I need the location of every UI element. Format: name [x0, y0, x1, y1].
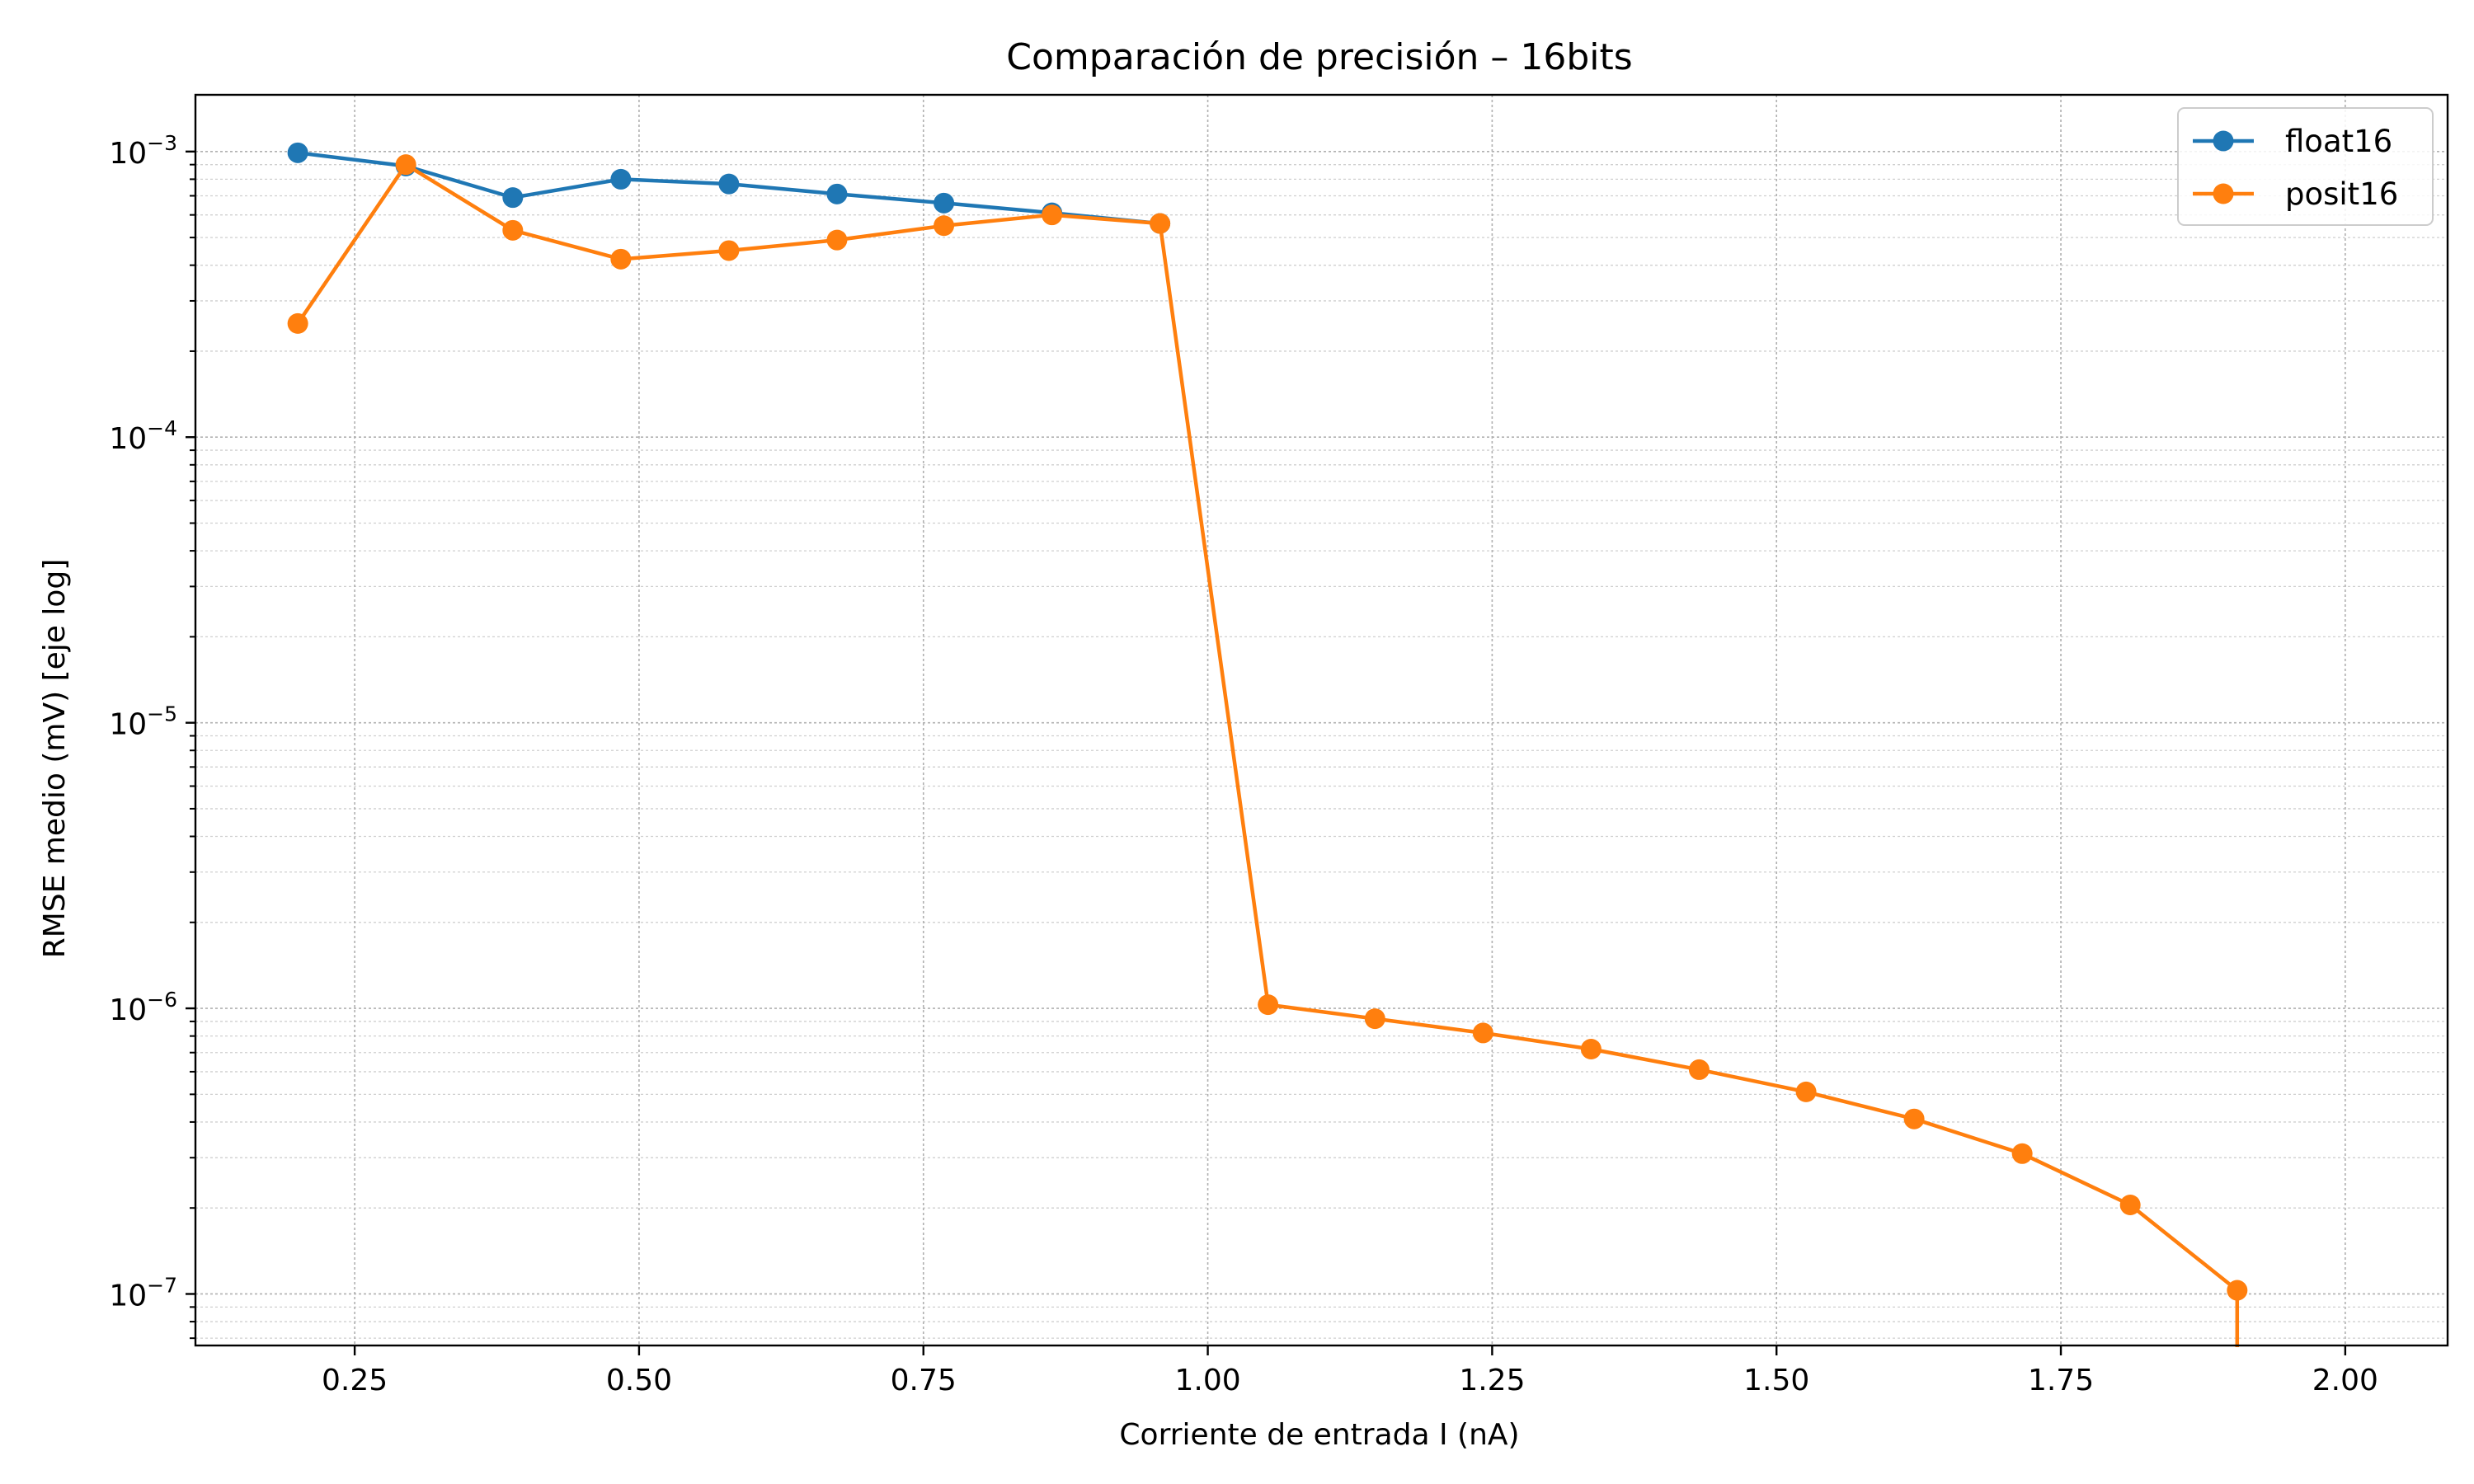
- data-point-posit16: [934, 215, 955, 237]
- y-axis: 10−3 10−4 10−5 10−6 10−7: [109, 131, 195, 1340]
- series-line-posit16: [296, 162, 2240, 1347]
- x-tick-label: 2.00: [2312, 1364, 2378, 1397]
- data-point-posit16: [502, 219, 524, 241]
- y-tick-label: 10−3: [109, 131, 177, 171]
- legend-label-posit16: posit16: [2285, 176, 2398, 212]
- y-tick-label: 10−5: [109, 702, 177, 742]
- x-axis: 0.25 0.50 0.75 1.00 1.25 1.50 1.75 2.00: [322, 1345, 2378, 1397]
- x-tick-label: 1.25: [1459, 1364, 1525, 1397]
- y-tick-label: 10−6: [109, 988, 177, 1027]
- data-point-posit16: [1472, 1022, 1493, 1044]
- x-tick-label: 0.25: [322, 1364, 388, 1397]
- chart-title: Comparación de precisión – 16bits: [1006, 36, 1632, 78]
- data-point-float16: [610, 168, 632, 190]
- series-layer: [287, 142, 2248, 1347]
- data-point-posit16: [718, 240, 740, 261]
- data-point-float16: [718, 173, 740, 195]
- legend-box: [2177, 107, 2434, 226]
- data-point-float16: [826, 183, 848, 204]
- data-point-posit16: [395, 154, 416, 176]
- data-point-posit16: [1903, 1108, 1925, 1129]
- data-point-float16: [502, 187, 524, 209]
- legend-label-float16: float16: [2285, 124, 2392, 159]
- legend-marker-posit16: [2213, 183, 2234, 204]
- data-point-posit16: [2119, 1194, 2141, 1215]
- data-point-posit16: [287, 312, 308, 334]
- data-point-posit16: [1150, 213, 1171, 234]
- data-point-posit16: [1042, 204, 1063, 226]
- x-tick-label: 1.75: [2028, 1364, 2094, 1397]
- x-tick-label: 0.50: [606, 1364, 672, 1397]
- y-tick-label: 10−7: [109, 1273, 177, 1313]
- data-point-float16: [934, 192, 955, 214]
- y-tick-label: 10−4: [109, 416, 177, 456]
- legend: float16 posit16: [2177, 107, 2434, 226]
- legend-marker-float16: [2213, 130, 2234, 152]
- data-point-posit16: [610, 248, 632, 270]
- data-point-posit16: [2011, 1143, 2033, 1164]
- data-point-posit16: [1580, 1038, 1602, 1059]
- x-tick-label: 0.75: [891, 1364, 957, 1397]
- x-tick-label: 1.50: [1743, 1364, 1809, 1397]
- data-point-posit16: [1364, 1008, 1385, 1030]
- data-point-posit16: [1688, 1059, 1710, 1080]
- x-tick-label: 1.00: [1174, 1364, 1240, 1397]
- data-point-posit16: [826, 229, 848, 251]
- data-point-posit16: [2227, 1280, 2248, 1301]
- plot-frame: [194, 93, 2449, 1347]
- y-axis-label: RMSE medio (mV) [eje log]: [38, 559, 72, 959]
- data-point-float16: [287, 142, 308, 163]
- data-point-posit16: [1795, 1081, 1817, 1102]
- grid: [195, 95, 2448, 1345]
- x-axis-label: Corriente de entrada I (nA): [1119, 1418, 1519, 1452]
- series-posit16: [287, 154, 2248, 1347]
- data-point-posit16: [1258, 994, 1279, 1016]
